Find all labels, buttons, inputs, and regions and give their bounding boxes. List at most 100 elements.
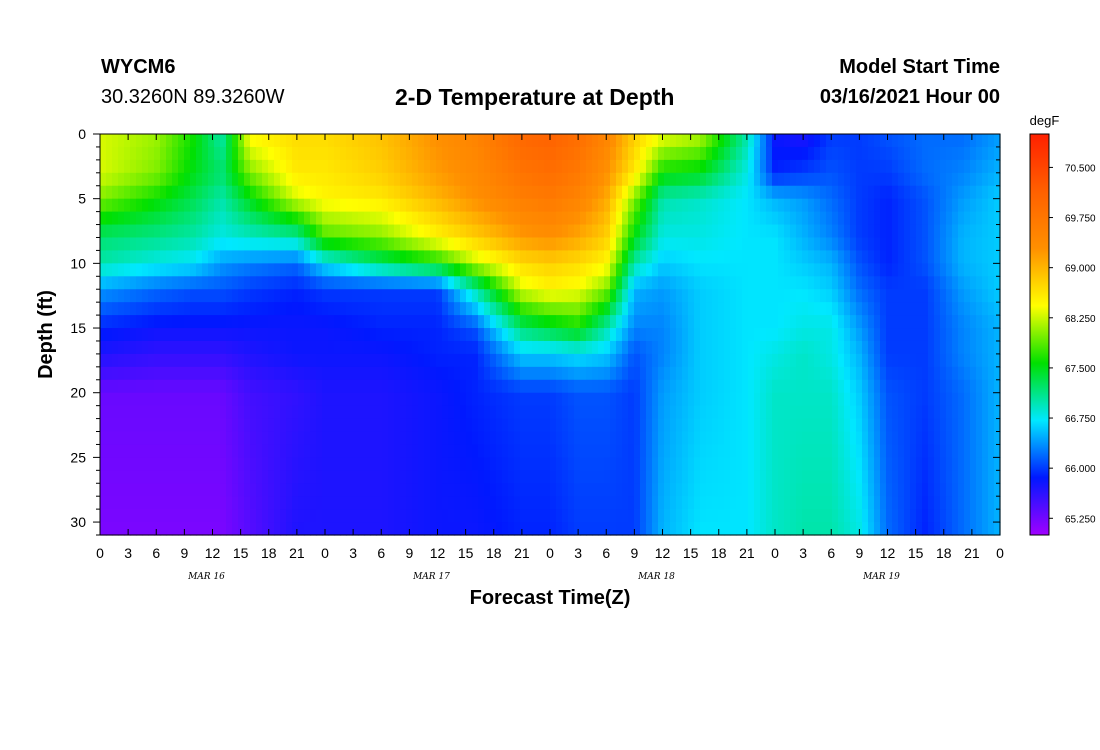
heatmap-cell (298, 211, 305, 226)
heatmap-cell (820, 405, 827, 420)
heatmap-cell (352, 483, 359, 497)
heatmap-cell (238, 263, 245, 277)
heatmap-cell (970, 509, 977, 523)
heatmap-cell (508, 418, 515, 433)
heatmap-cell (124, 237, 131, 252)
heatmap-cell (802, 289, 809, 303)
heatmap-cell (958, 328, 965, 342)
heatmap-cell (340, 146, 347, 161)
heatmap-cell (118, 302, 125, 316)
heatmap-cell (556, 340, 563, 355)
heatmap-cell (346, 328, 353, 342)
heatmap-cell (520, 198, 527, 213)
heatmap-cell (112, 159, 119, 174)
heatmap-cell (334, 211, 341, 226)
heatmap-cell (868, 353, 875, 368)
heatmap-cell (544, 366, 551, 381)
heatmap-cell (220, 289, 227, 303)
heatmap-cell (370, 315, 377, 329)
heatmap-cell (430, 366, 437, 381)
heatmap-cell (100, 483, 107, 497)
heatmap-cell (454, 379, 461, 394)
heatmap-cell (100, 185, 107, 200)
heatmap-cell (730, 315, 737, 329)
heatmap-cell (952, 457, 959, 471)
heatmap-cell (874, 211, 881, 226)
heatmap-cell (682, 198, 689, 213)
heatmap-cell (658, 315, 665, 329)
heatmap-cell (766, 457, 773, 471)
heatmap-cell (856, 185, 863, 200)
heatmap-cell (304, 379, 311, 394)
heatmap-cell (232, 431, 239, 446)
heatmap-cell (946, 237, 953, 252)
heatmap-cell (388, 483, 395, 497)
heatmap-cell (298, 250, 305, 264)
heatmap-cell (184, 522, 191, 536)
heatmap-cell (622, 366, 629, 381)
heatmap-cell (850, 263, 857, 277)
heatmap-cell (292, 340, 299, 355)
heatmap-cell (718, 405, 725, 420)
heatmap-cell (148, 315, 155, 329)
heatmap-cell (118, 496, 125, 510)
heatmap-cell (784, 392, 791, 407)
heatmap-cell (502, 431, 509, 446)
heatmap-cell (928, 185, 935, 200)
heatmap-cell (736, 431, 743, 446)
heatmap-cell (610, 224, 617, 239)
heatmap-cell (340, 353, 347, 368)
heatmap-cell (604, 289, 611, 303)
heatmap-cell (538, 172, 545, 187)
heatmap-cell (928, 276, 935, 290)
heatmap-cell (724, 172, 731, 187)
heatmap-cell (532, 315, 539, 329)
x-tick-label: 12 (205, 545, 221, 561)
heatmap-cell (214, 457, 221, 471)
heatmap-cell (490, 237, 497, 252)
heatmap-cell (634, 392, 641, 407)
heatmap-cell (334, 185, 341, 200)
heatmap-cell (184, 185, 191, 200)
heatmap-cell (766, 496, 773, 510)
heatmap-cell (658, 366, 665, 381)
heatmap-cell (352, 444, 359, 458)
heatmap-cell (628, 263, 635, 277)
heatmap-cell (610, 263, 617, 277)
heatmap-cell (892, 418, 899, 433)
heatmap-cell (352, 224, 359, 239)
heatmap-cell (238, 444, 245, 458)
heatmap-cell (490, 509, 497, 523)
heatmap-cell (952, 483, 959, 497)
heatmap-cell (526, 509, 533, 523)
heatmap-cell (760, 496, 767, 510)
heatmap-cell (844, 366, 851, 381)
heatmap-cell (610, 353, 617, 368)
heatmap-cell (220, 483, 227, 497)
heatmap-cell (520, 263, 527, 277)
heatmap-cell (460, 224, 467, 239)
heatmap-cell (112, 509, 119, 523)
heatmap-cell (112, 431, 119, 446)
heatmap-cell (826, 172, 833, 187)
heatmap-cell (946, 353, 953, 368)
heatmap-cell (790, 522, 797, 536)
heatmap-cell (658, 211, 665, 226)
heatmap-cell (196, 159, 203, 174)
heatmap-cell (520, 470, 527, 484)
heatmap-cell (952, 134, 959, 148)
heatmap-cell (544, 328, 551, 342)
heatmap-cell (994, 340, 1001, 355)
heatmap-cell (724, 522, 731, 536)
heatmap-cell (790, 483, 797, 497)
heatmap-cell (844, 276, 851, 290)
heatmap-cell (100, 263, 107, 277)
heatmap-cell (706, 379, 713, 394)
heatmap-cell (160, 340, 167, 355)
heatmap-cell (550, 185, 557, 200)
heatmap-cell (760, 146, 767, 161)
heatmap-cell (682, 522, 689, 536)
heatmap-cell (658, 146, 665, 161)
heatmap-cell (820, 172, 827, 187)
heatmap-cell (646, 289, 653, 303)
